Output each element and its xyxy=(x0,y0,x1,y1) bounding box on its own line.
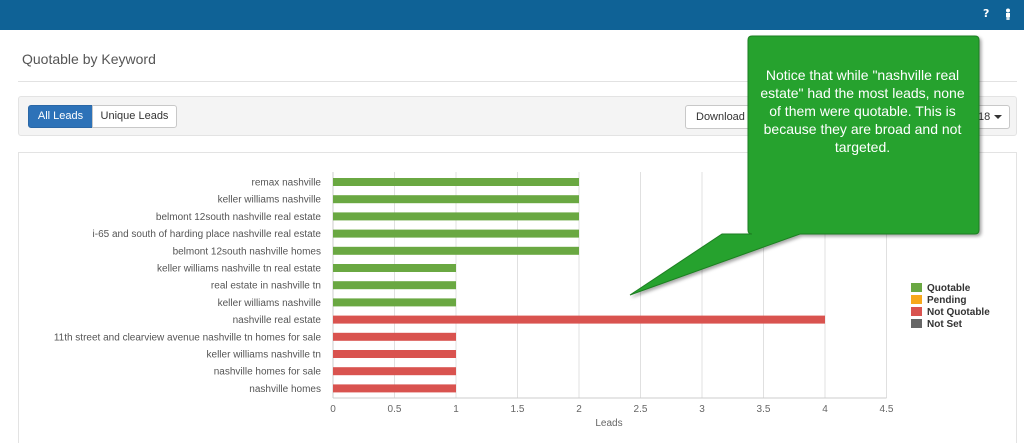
all-leads-button[interactable]: All Leads xyxy=(28,105,93,128)
download-button[interactable]: Download R xyxy=(685,105,755,129)
page-title: Quotable by Keyword xyxy=(22,51,156,67)
date-range-dropdown[interactable]: 18 xyxy=(974,105,1010,129)
chevron-down-icon xyxy=(994,115,1003,120)
callout-text: Notice that while "nashville real estate… xyxy=(760,67,965,155)
date-range-value: 18 xyxy=(978,111,991,123)
unique-leads-button[interactable]: Unique Leads xyxy=(92,105,177,128)
chart-panel xyxy=(18,152,1017,443)
top-navigation-bar: ? xyxy=(0,0,1024,30)
person-icon[interactable] xyxy=(1004,8,1012,20)
help-icon[interactable]: ? xyxy=(983,7,990,20)
title-divider xyxy=(18,81,1017,82)
